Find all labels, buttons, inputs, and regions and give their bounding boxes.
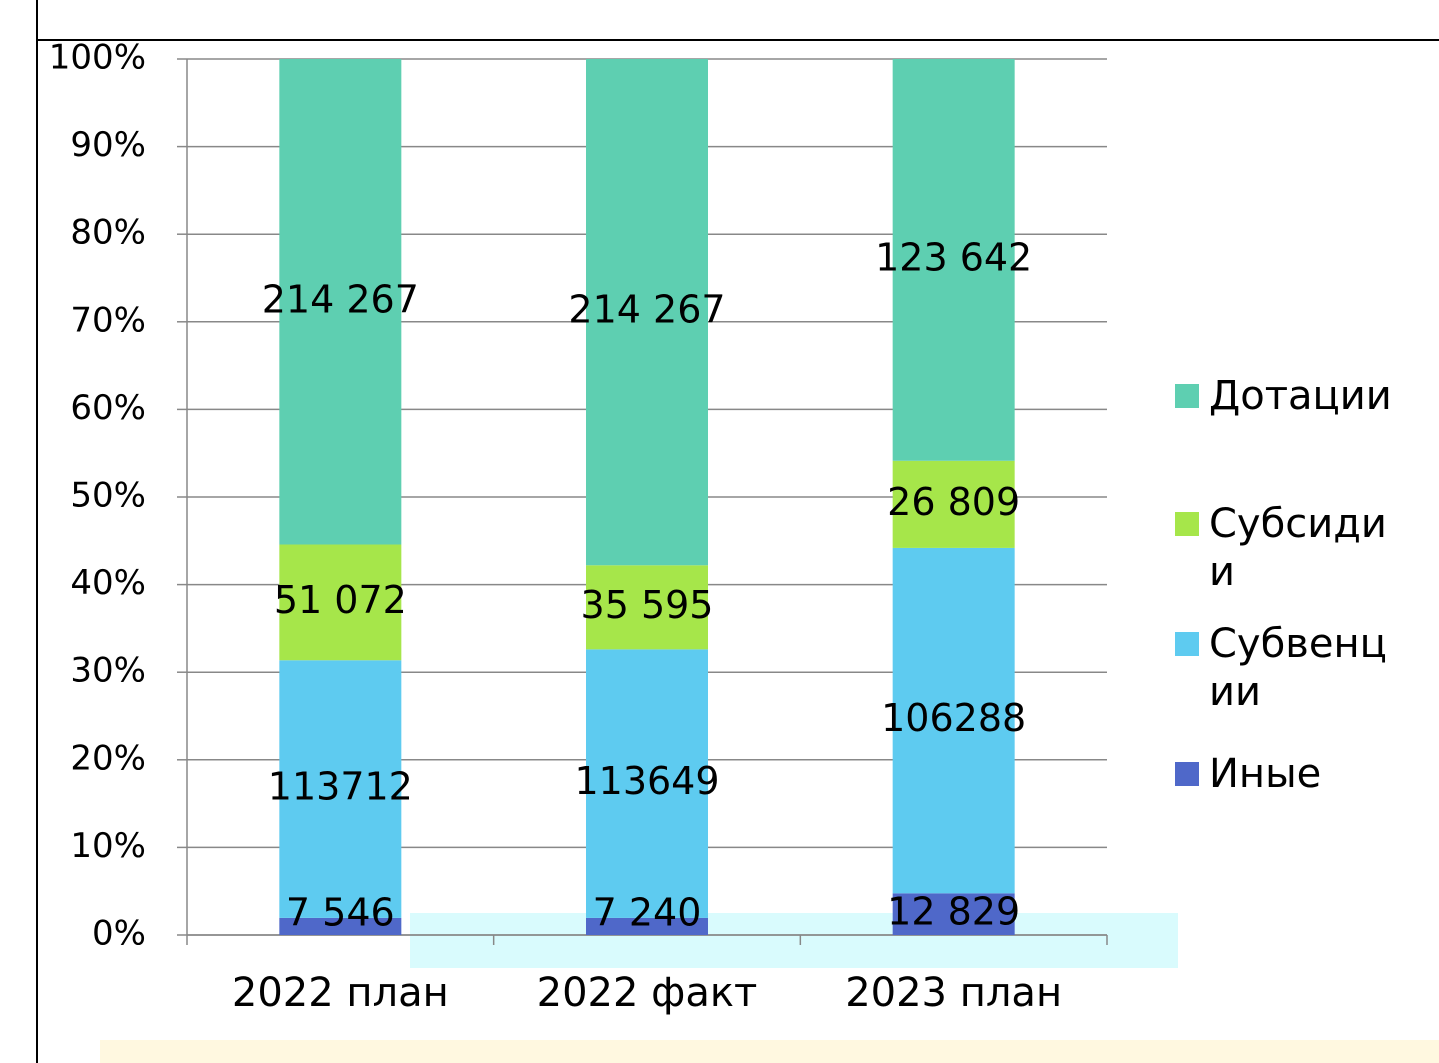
data-label: 51 072 — [274, 578, 407, 622]
legend-swatch — [1175, 762, 1199, 786]
y-tick-label: 30% — [70, 651, 146, 691]
data-label: 7 240 — [593, 891, 702, 935]
y-tick-label: 50% — [70, 476, 146, 516]
data-label: 214 267 — [568, 288, 725, 332]
y-tick-label: 90% — [70, 125, 146, 165]
legend-swatch — [1175, 384, 1199, 408]
data-label: 113649 — [574, 759, 719, 803]
data-label: 35 595 — [581, 583, 714, 627]
decor-strip — [100, 1040, 1439, 1063]
x-tick-label: 2022 факт — [537, 970, 758, 1016]
y-tick-label: 100% — [49, 38, 146, 78]
decor-band — [410, 913, 1178, 968]
x-tick-label: 2022 план — [232, 970, 449, 1016]
legend-label: Иные — [1209, 750, 1399, 798]
legend-label: Субсидии — [1209, 500, 1399, 596]
y-tick-label: 60% — [70, 388, 146, 428]
y-tick-label: 20% — [70, 738, 146, 778]
legend-item: Дотации — [1175, 372, 1405, 420]
data-label: 26 809 — [887, 480, 1020, 524]
data-label: 214 267 — [262, 277, 419, 321]
legend-swatch — [1175, 512, 1199, 536]
legend-item: Субвенции — [1175, 620, 1405, 716]
y-tick-label: 40% — [70, 563, 146, 603]
y-tick-label: 10% — [70, 826, 146, 866]
x-tick-label: 2023 план — [845, 970, 1062, 1016]
y-tick-label: 70% — [70, 300, 146, 340]
page: 0% 10% 20% 30% 40% 50% 60% 70% 80% 90% 100% 2022 п… — [0, 0, 1439, 1063]
data-label: 12 829 — [887, 890, 1020, 934]
data-label: 106288 — [881, 696, 1026, 740]
data-label: 123 642 — [875, 235, 1032, 279]
y-tick-label: 0% — [92, 914, 146, 954]
data-label: 7 546 — [286, 891, 395, 935]
y-tick-label: 80% — [70, 213, 146, 253]
legend-swatch — [1175, 632, 1199, 656]
data-label: 113712 — [268, 765, 413, 809]
legend-label: Дотации — [1209, 372, 1399, 420]
legend-label: Субвенции — [1209, 620, 1399, 716]
legend-item: Иные — [1175, 750, 1405, 798]
legend-item: Субсидии — [1175, 500, 1405, 596]
